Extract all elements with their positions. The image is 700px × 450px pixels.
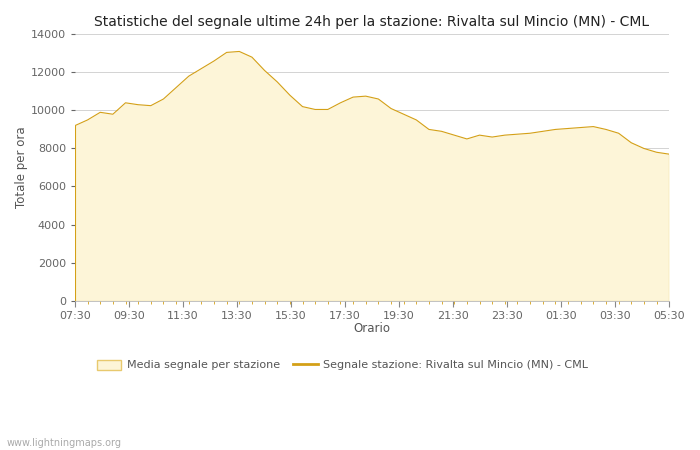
Y-axis label: Totale per ora: Totale per ora <box>15 126 28 208</box>
Title: Statistiche del segnale ultime 24h per la stazione: Rivalta sul Mincio (MN) - CM: Statistiche del segnale ultime 24h per l… <box>94 15 650 29</box>
X-axis label: Orario: Orario <box>354 322 391 335</box>
Legend: Media segnale per stazione, Segnale stazione: Rivalta sul Mincio (MN) - CML: Media segnale per stazione, Segnale staz… <box>92 355 592 375</box>
Text: www.lightningmaps.org: www.lightningmaps.org <box>7 438 122 448</box>
